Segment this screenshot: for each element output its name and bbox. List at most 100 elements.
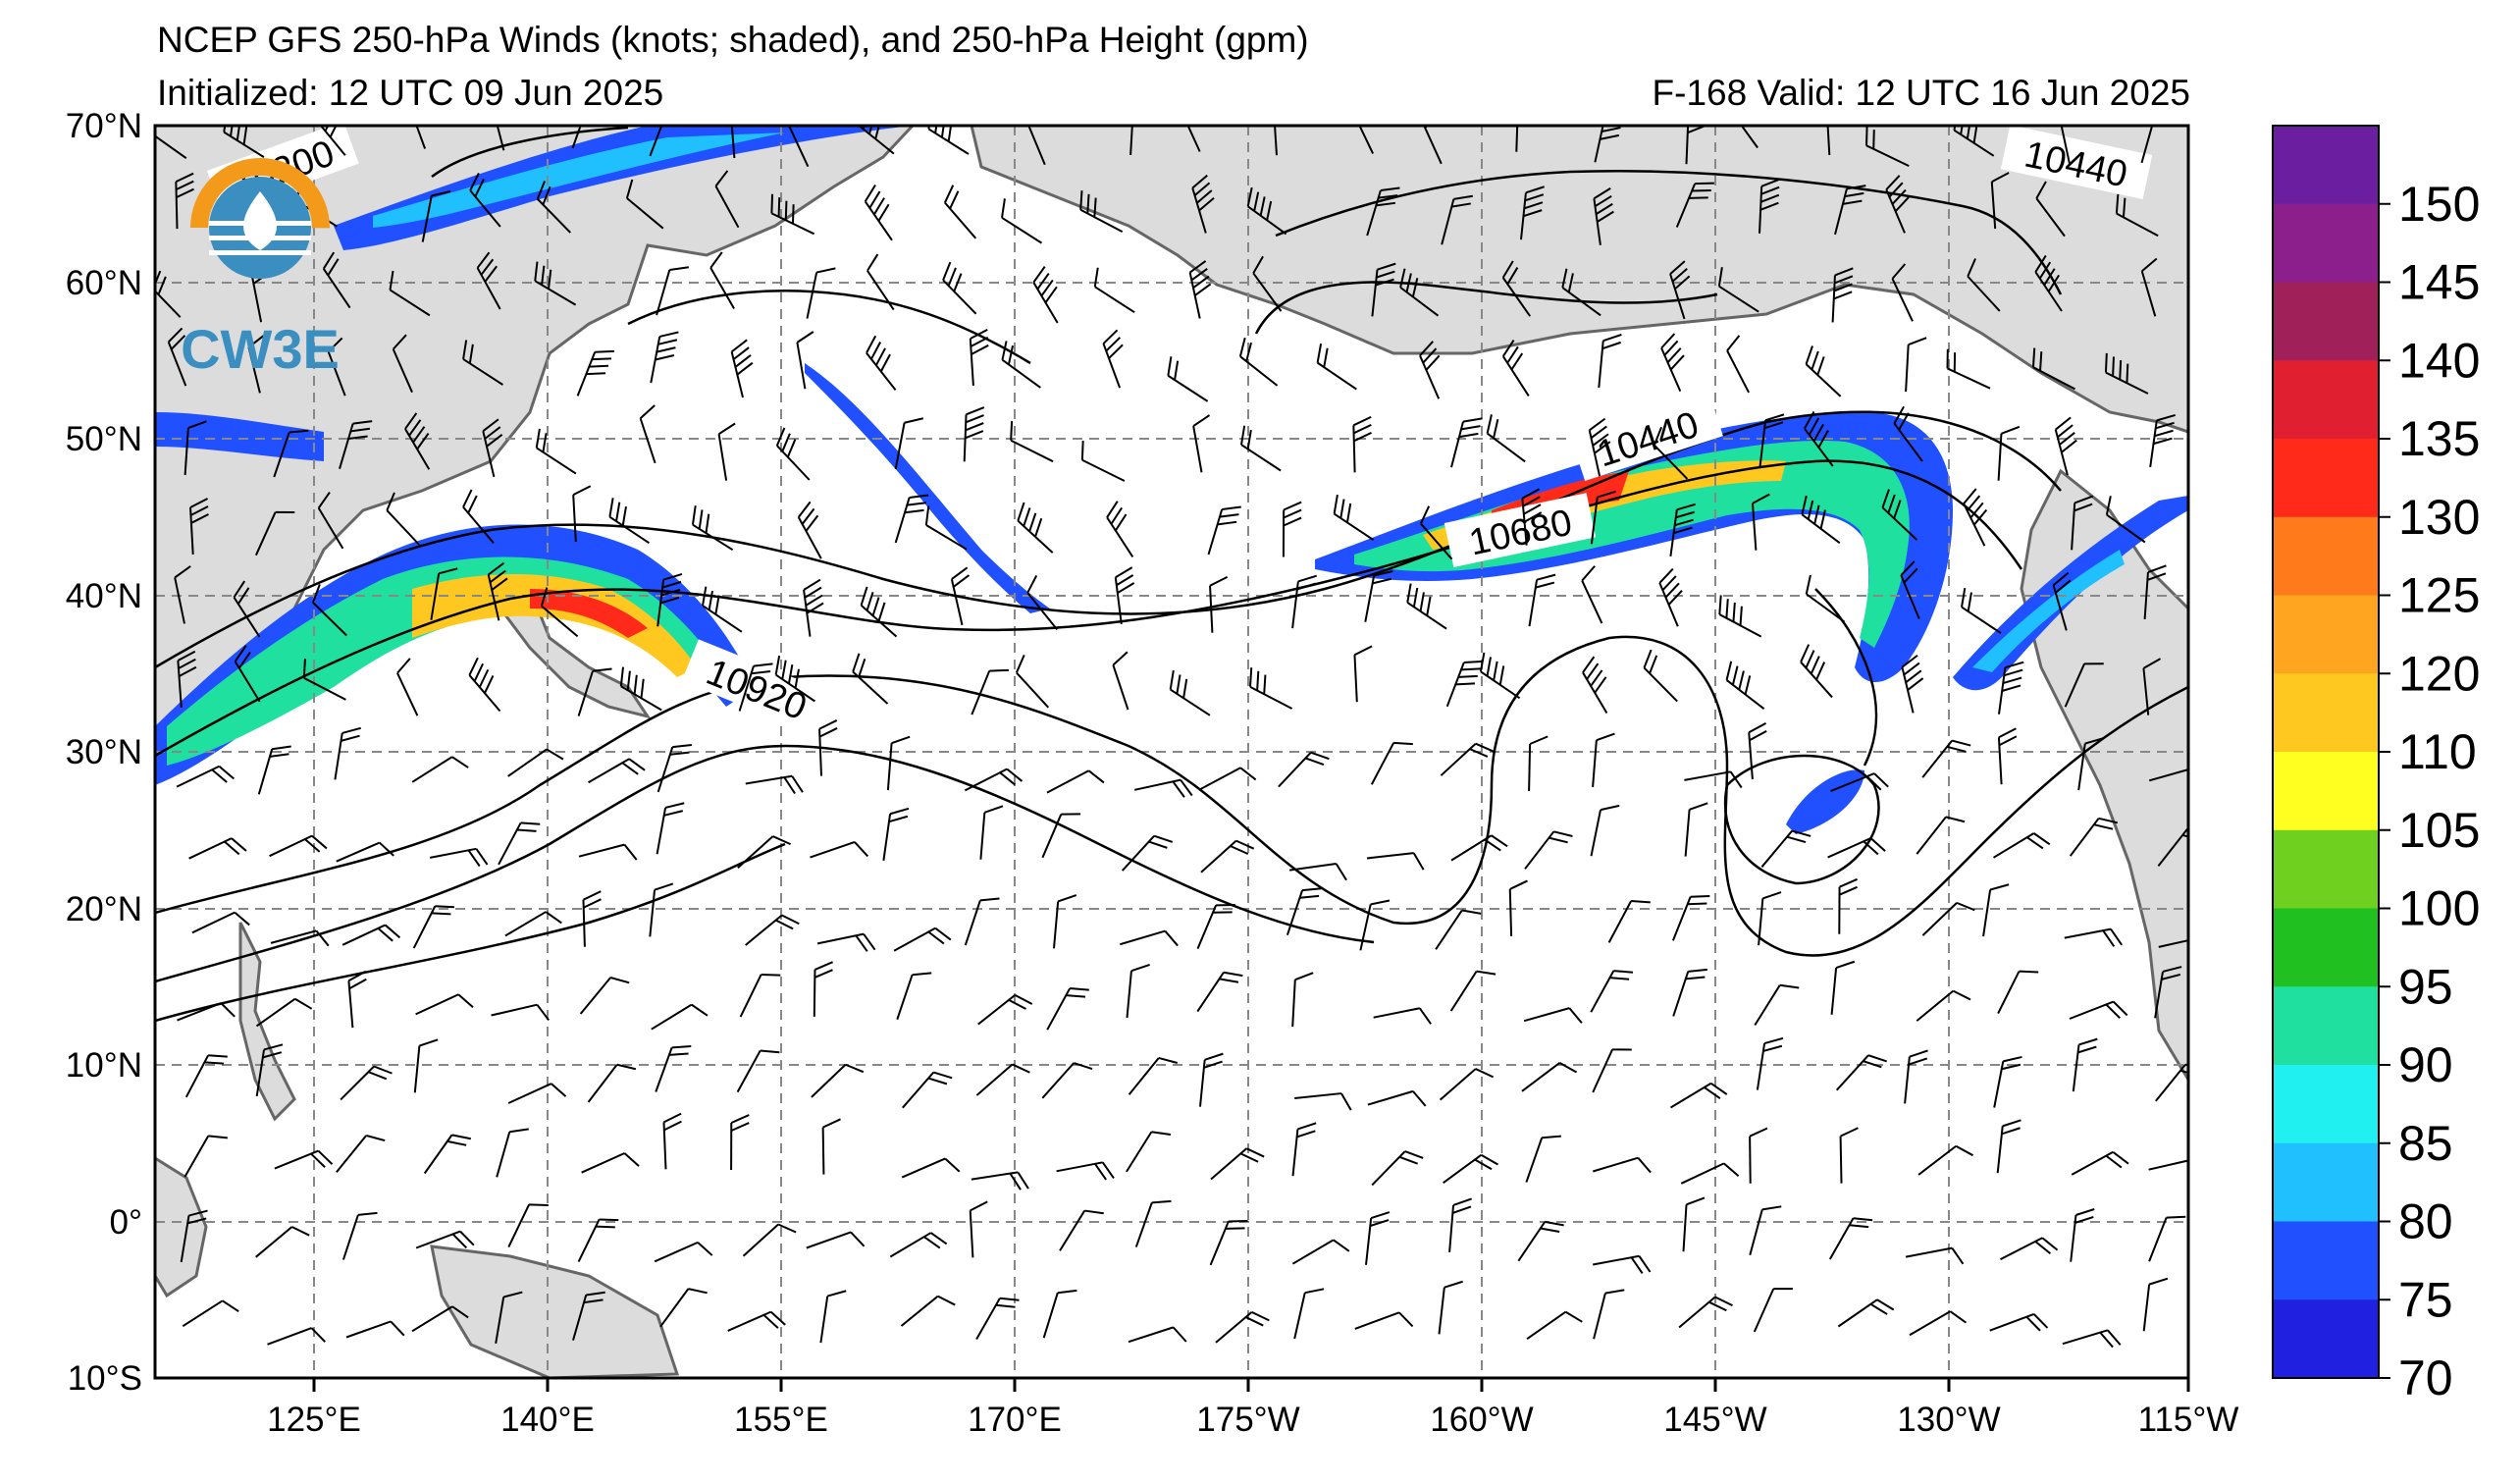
wind-barb	[175, 172, 194, 230]
wind-barb	[1607, 900, 1651, 943]
wind-barb	[2154, 966, 2182, 1019]
wind-barb	[1056, 1161, 1115, 1181]
wind-barb	[2031, 347, 2075, 391]
wind-barb	[1017, 502, 1054, 554]
wind-barb	[1828, 1217, 1873, 1260]
wind-barb	[975, 1063, 1030, 1096]
wind-barb	[1831, 267, 1854, 323]
wind-barb	[1291, 1239, 1350, 1265]
colorbar-label: 140	[2398, 333, 2480, 388]
wind-barb	[1526, 1310, 1583, 1341]
wind-barb	[2148, 1215, 2186, 1262]
colorbar-swatch	[2273, 282, 2379, 361]
wind-barb	[1909, 1310, 1968, 1337]
wind-barb	[588, 758, 646, 784]
wind-barb	[654, 1241, 713, 1263]
lat-label: 70°N	[66, 107, 142, 145]
wind-barb	[491, 1003, 551, 1022]
wind-barb	[745, 774, 804, 795]
wind-barb	[1252, 255, 1283, 312]
colorbar-swatch	[2273, 360, 2379, 440]
colorbar-swatch	[2273, 829, 2379, 909]
borneo-land	[155, 1156, 208, 1298]
wind-barb	[1588, 417, 1611, 477]
wind-barb	[1215, 1310, 1270, 1344]
wind-barb	[1448, 1197, 1472, 1252]
wind-barb	[1921, 901, 1975, 936]
colorbar-label: 125	[2398, 568, 2480, 623]
wind-barb	[1758, 891, 1782, 946]
wind-barb	[1561, 268, 1601, 317]
wind-barb	[421, 190, 451, 242]
wind-barb	[1134, 1199, 1172, 1247]
wind-barb	[1291, 972, 1314, 1028]
wind-barb	[969, 1200, 988, 1258]
lat-label: 30°N	[66, 733, 142, 771]
wind-barb	[174, 565, 191, 624]
wind-barb	[1209, 1219, 1248, 1266]
wind-barb	[1508, 879, 1528, 936]
wind-barb	[1080, 441, 1126, 482]
wind-barb	[901, 1157, 961, 1179]
wind-barb	[1592, 1048, 1632, 1093]
wind-barb	[1726, 335, 1750, 394]
wind-barb	[1278, 751, 1330, 788]
wind-barb	[184, 420, 207, 476]
lon-ticks	[312, 1378, 2190, 1392]
wind-barb	[1989, 1312, 2049, 1332]
wind-barb	[1900, 560, 1920, 619]
wind-barb	[1718, 595, 1762, 638]
wind-barb	[255, 1043, 284, 1097]
wind-barb	[1671, 895, 1710, 941]
wind-barb	[1946, 348, 1991, 390]
wind-barb	[504, 911, 562, 937]
wind-barb	[1760, 829, 1811, 868]
wind-barb	[729, 126, 736, 159]
jet-west-core	[412, 574, 697, 677]
wind-barb	[1521, 1062, 1578, 1092]
wind-barb	[269, 834, 328, 858]
wind-barb	[770, 193, 815, 236]
wind-barb	[415, 1230, 475, 1249]
wind-barb	[1825, 126, 1831, 155]
cw3e-logo: CW3E	[181, 158, 340, 380]
wind-barb	[2077, 737, 2105, 791]
wind-barb	[302, 659, 346, 701]
wind-barb	[1272, 126, 1278, 156]
wind-barb	[1121, 834, 1174, 872]
wind-barb	[709, 251, 735, 309]
north-america-land	[2020, 468, 2188, 1083]
wind-barb	[507, 1203, 549, 1248]
wind-barb	[819, 1290, 847, 1344]
lat-label: 10°N	[66, 1046, 142, 1085]
colorbar-label: 75	[2398, 1272, 2453, 1327]
wind-barb	[1592, 732, 1615, 788]
wind-barb	[1967, 258, 2001, 312]
wind-barb	[1759, 178, 1780, 234]
wind-barb	[487, 561, 508, 621]
colorbar-swatch	[2273, 595, 2379, 674]
wind-barb	[2034, 254, 2063, 312]
wind-barb	[1756, 1036, 1784, 1090]
wind-barb	[977, 993, 1033, 1026]
figure-title: NCEP GFS 250-hPa Winds (knots; shaded), …	[157, 20, 1309, 60]
wind-barb	[1891, 263, 1914, 322]
wind-barb	[1893, 405, 1923, 462]
wind-barb	[177, 650, 197, 708]
wind-barb	[796, 331, 814, 390]
wind-barb	[1399, 268, 1440, 317]
logo-text: CW3E	[181, 318, 340, 380]
wind-barb	[659, 1288, 708, 1328]
wind-barb	[476, 251, 501, 310]
wind-barb	[745, 914, 800, 946]
wind-barb	[717, 422, 736, 481]
wind-barb	[312, 584, 347, 637]
wind-barb	[1669, 260, 1691, 320]
wind-barb	[587, 1063, 637, 1103]
wind-barb	[1658, 567, 1683, 627]
wind-barb	[1669, 1082, 1728, 1109]
wind-barb	[1515, 126, 1519, 152]
wind-barb	[1366, 852, 1425, 871]
wind-barb	[255, 1226, 310, 1258]
wind-barb	[581, 1152, 640, 1174]
